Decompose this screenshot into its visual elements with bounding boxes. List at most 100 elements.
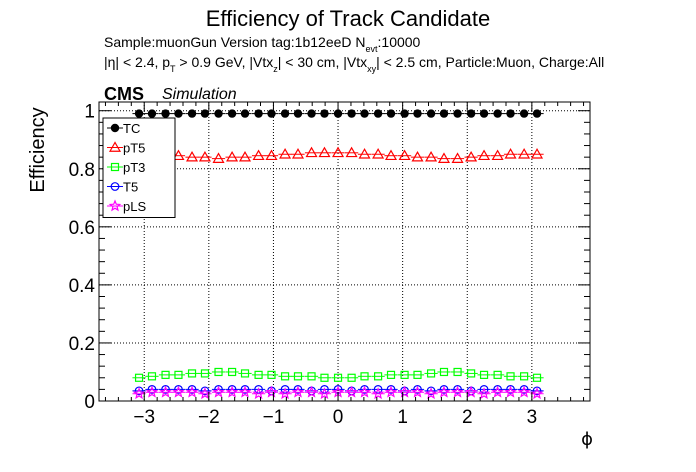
data-point [478, 149, 491, 161]
legend-label-t5: T5 [123, 180, 138, 195]
data-point [265, 149, 278, 161]
x-tick-label: 0 [333, 407, 344, 428]
data-point [358, 385, 371, 398]
data-point [291, 148, 305, 159]
data-point [159, 385, 172, 398]
legend-marker-icon [110, 123, 120, 133]
data-point [517, 385, 531, 398]
x-tick-label: 1 [397, 407, 408, 428]
data-point [504, 148, 517, 159]
data-point [174, 370, 183, 379]
data-point [493, 109, 502, 118]
data-point [254, 109, 263, 118]
data-point [267, 109, 276, 118]
x-tick-label: −2 [198, 407, 220, 428]
data-point [280, 372, 290, 381]
data-point [477, 387, 491, 400]
series-layer [132, 109, 544, 400]
data-point [305, 146, 318, 158]
data-point [413, 109, 422, 118]
data-point [491, 385, 504, 398]
data-point [411, 150, 424, 162]
data-point [439, 384, 449, 394]
cuts-sub-1: T [170, 64, 176, 74]
data-point [279, 148, 292, 159]
legend-label-pls: pLS [123, 199, 146, 214]
data-point [293, 372, 303, 381]
data-point [293, 384, 303, 394]
x-tick-label: −1 [263, 407, 285, 428]
data-point [360, 384, 369, 394]
data-point [265, 385, 278, 398]
data-point [332, 146, 345, 158]
data-point [451, 152, 464, 163]
data-point [238, 385, 252, 398]
legend-label-tc: TC [123, 121, 140, 136]
data-point [240, 109, 250, 118]
data-point [479, 384, 489, 394]
data-point [145, 385, 159, 398]
data-point [198, 150, 211, 162]
data-point [134, 109, 144, 118]
data-point [384, 149, 398, 161]
data-point [437, 385, 451, 398]
legend-box [102, 117, 176, 218]
data-point [214, 109, 223, 118]
data-point [439, 109, 449, 118]
data-point [161, 384, 170, 394]
data-point [147, 384, 157, 394]
data-point [318, 387, 331, 400]
data-point [519, 109, 529, 118]
data-point [532, 373, 542, 382]
data-point [506, 109, 515, 118]
data-point [278, 387, 292, 400]
data-point [479, 109, 489, 118]
cuts-sub-2: z [273, 64, 278, 74]
data-point [360, 109, 369, 118]
data-point [424, 387, 438, 400]
data-point [530, 387, 544, 400]
selection-cuts-line: |η| < 2.4, pT > 0.9 GeV, |Vtxz| < 30 cm,… [104, 54, 604, 74]
data-point [425, 150, 438, 162]
data-point [413, 384, 422, 394]
y-tick-label: 0.8 [69, 160, 95, 181]
legend-marker-icon [108, 141, 122, 152]
data-point [185, 150, 199, 162]
data-point [371, 387, 385, 400]
data-point [360, 372, 369, 381]
data-point [252, 149, 265, 161]
series-pt3 [132, 367, 544, 382]
data-point [147, 372, 157, 381]
data-point [227, 367, 237, 377]
data-point [305, 385, 318, 398]
data-point [506, 372, 515, 381]
data-point [358, 148, 371, 159]
cuts-sub-3: xy [367, 64, 377, 74]
data-point [411, 385, 424, 398]
y-tick-label: 1 [84, 102, 95, 123]
data-point [161, 109, 170, 118]
data-point [532, 109, 542, 118]
data-point [453, 109, 462, 118]
data-point [200, 386, 210, 396]
series-pt5 [132, 146, 544, 163]
data-point [226, 150, 239, 162]
data-point [437, 152, 451, 163]
data-point [519, 384, 529, 394]
data-point [532, 386, 542, 396]
data-point [479, 370, 489, 379]
data-point [212, 385, 225, 398]
data-point [252, 387, 265, 400]
data-point [413, 370, 422, 379]
sample-info-text: Sample:muonGun Version tag:1b12eeD N [104, 34, 366, 50]
data-point [240, 369, 250, 378]
data-point [398, 385, 411, 398]
data-point [493, 370, 502, 379]
data-point [254, 384, 263, 394]
chart-title: Efficiency of Track Candidate [205, 6, 491, 31]
data-point [174, 109, 183, 118]
sample-info-line: Sample:muonGun Version tag:1b12eeD Nevt:… [104, 34, 420, 54]
series-tc [132, 109, 544, 118]
cuts-part-2: > 0.9 GeV, |Vtx [175, 54, 274, 70]
